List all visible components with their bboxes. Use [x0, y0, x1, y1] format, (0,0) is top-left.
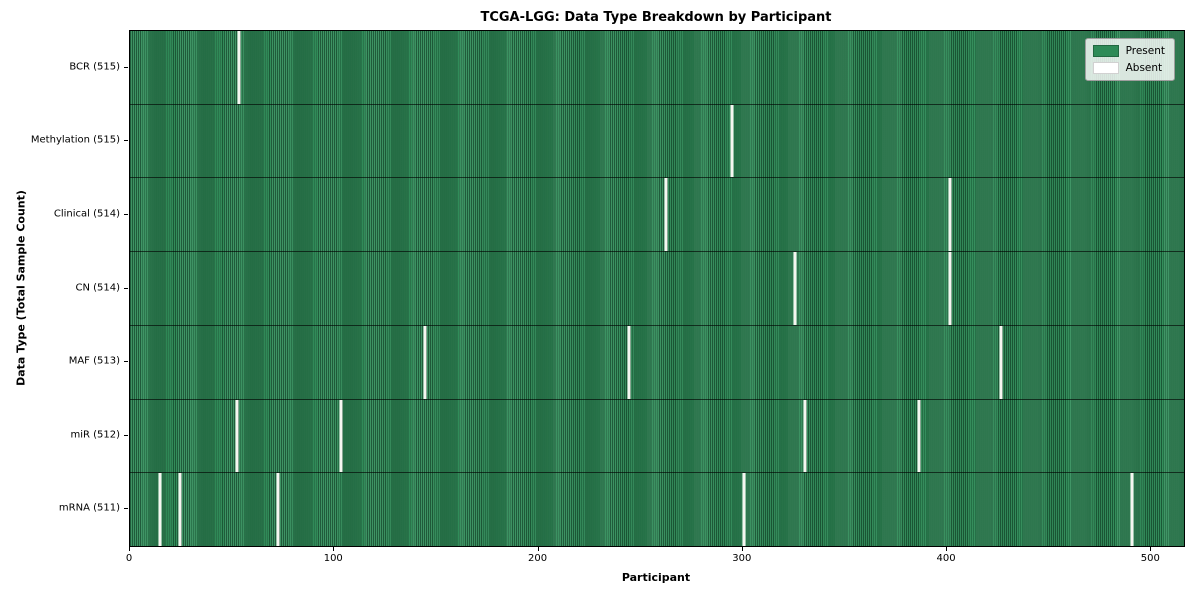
absent-cell	[276, 473, 280, 547]
x-tick-label: 300	[732, 553, 752, 564]
x-tick-mark	[333, 547, 335, 551]
y-tick-label-MAF: MAF (513)	[68, 355, 120, 367]
legend-entry-present: Present	[1092, 45, 1165, 57]
x-tick-mark	[537, 547, 539, 551]
absent-cell	[948, 252, 952, 325]
x-axis-label: Participant	[621, 571, 691, 584]
x-tick-label: 200	[527, 553, 548, 564]
legend-label-present: Present	[1125, 45, 1165, 57]
y-tick-mark	[124, 361, 128, 363]
absent-cell	[948, 178, 952, 252]
y-tick-label-mRNA: mRNA (511)	[58, 502, 120, 514]
absent-cell	[1130, 473, 1134, 547]
y-tick-label-Methylation: Methylation (515)	[30, 134, 120, 146]
y-tick-mark	[124, 287, 128, 289]
y-tick-label-CN: CN (514)	[75, 282, 120, 293]
heatmap-row-miR	[130, 398, 1184, 473]
absent-cell	[730, 104, 734, 178]
absent-cell	[803, 399, 807, 473]
absent-cell	[999, 325, 1003, 399]
y-tick-label-BCR: BCR (515)	[69, 61, 120, 73]
x-tick-mark	[1150, 547, 1152, 551]
absent-cell	[237, 31, 241, 104]
absent-cell	[158, 473, 162, 547]
x-tick-mark	[741, 547, 743, 551]
absent-cell	[627, 325, 631, 399]
heatmap-row-Clinical	[130, 177, 1184, 252]
absent-cell	[793, 252, 797, 325]
plot-area: Present Absent	[129, 30, 1185, 547]
x-tick-label: 100	[323, 553, 343, 564]
y-tick-mark	[124, 66, 128, 68]
heatmap-row-Methylation	[130, 103, 1184, 178]
absent-cell	[917, 399, 921, 473]
present-swatch-icon	[1092, 45, 1119, 57]
y-tick-mark	[124, 213, 128, 215]
absent-cell	[423, 325, 427, 399]
absent-cell	[664, 178, 668, 252]
heatmap-row-mRNA	[130, 472, 1184, 547]
y-tick-mark	[124, 508, 128, 510]
legend-label-absent: Absent	[1125, 62, 1163, 74]
x-tick-label: 0	[125, 553, 133, 564]
absent-cell	[742, 473, 746, 547]
y-tick-label-miR: miR (512)	[70, 429, 120, 441]
absent-cell	[339, 399, 343, 473]
legend-entry-absent: Absent	[1092, 62, 1165, 74]
y-tick-mark	[124, 140, 128, 142]
heatmap-row-MAF	[130, 324, 1184, 399]
heatmap-row-BCR	[130, 31, 1184, 104]
y-tick-mark	[124, 434, 128, 436]
y-tick-label-Clinical: Clinical (514)	[53, 208, 120, 220]
heatmap-row-CN	[130, 251, 1184, 325]
x-tick-label: 500	[1140, 553, 1160, 564]
legend: Present Absent	[1084, 38, 1175, 81]
chart-title: TCGA-LGG: Data Type Breakdown by Partici…	[480, 10, 832, 25]
x-tick-mark	[946, 547, 948, 551]
absent-cell	[178, 473, 182, 547]
absent-cell	[235, 399, 239, 473]
x-tick-label: 400	[936, 553, 956, 564]
absent-swatch-icon	[1092, 62, 1119, 74]
x-tick-mark	[129, 547, 130, 551]
